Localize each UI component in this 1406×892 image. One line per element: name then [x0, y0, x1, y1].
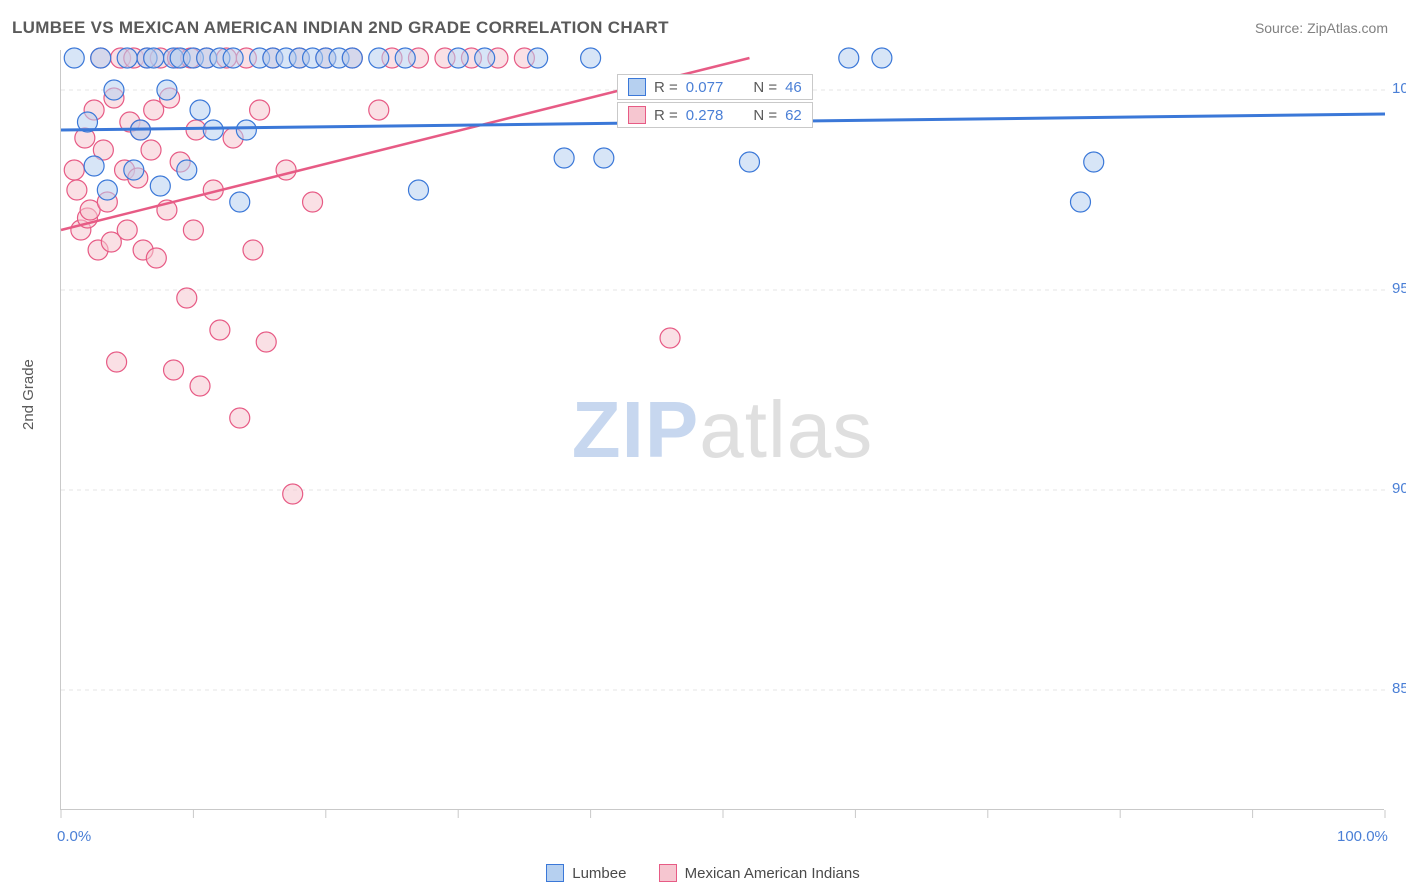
stat-n-value: 62 — [785, 107, 802, 124]
source-attribution: Source: ZipAtlas.com — [1255, 20, 1388, 36]
stat-r-label: R = — [654, 79, 678, 96]
stat-swatch — [628, 106, 646, 124]
stat-n-label: N = — [753, 79, 777, 96]
legend-bottom: Lumbee Mexican American Indians — [0, 864, 1406, 886]
x-tick-label: 100.0% — [1337, 828, 1388, 845]
chart-container: LUMBEE VS MEXICAN AMERICAN INDIAN 2ND GR… — [0, 0, 1406, 892]
title-bar: LUMBEE VS MEXICAN AMERICAN INDIAN 2ND GR… — [12, 18, 1394, 46]
y-tick-label: 95.0% — [1392, 280, 1406, 297]
y-tick-label: 90.0% — [1392, 480, 1406, 497]
plot-area: ZIPatlas 85.0%90.0%95.0%100.0%0.0%100.0%… — [60, 50, 1384, 810]
y-tick-label: 85.0% — [1392, 680, 1406, 697]
y-axis-label: 2nd Grade — [20, 359, 37, 430]
chart-title: LUMBEE VS MEXICAN AMERICAN INDIAN 2ND GR… — [12, 18, 669, 37]
stat-r-value: 0.077 — [686, 79, 724, 96]
stat-r-label: R = — [654, 107, 678, 124]
stat-r-value: 0.278 — [686, 107, 724, 124]
source-prefix: Source: — [1255, 20, 1307, 36]
stat-box-mexican: R = 0.278 N = 62 — [617, 102, 813, 128]
stat-swatch — [628, 78, 646, 96]
plot-frame: ZIPatlas 85.0%90.0%95.0%100.0%0.0%100.0%… — [60, 50, 1384, 810]
stat-box-lumbee: R = 0.077 N = 46 — [617, 74, 813, 100]
plot-svg — [61, 50, 1385, 810]
legend-label-lumbee: Lumbee — [572, 865, 626, 882]
legend-swatch-lumbee — [546, 864, 564, 882]
legend-item-mexican: Mexican American Indians — [659, 864, 860, 882]
stat-n-label: N = — [753, 107, 777, 124]
y-tick-label: 100.0% — [1392, 80, 1406, 97]
x-tick-label: 0.0% — [57, 828, 91, 845]
legend-label-mexican: Mexican American Indians — [685, 865, 860, 882]
stat-n-value: 46 — [785, 79, 802, 96]
source-name: ZipAtlas.com — [1307, 20, 1388, 36]
legend-item-lumbee: Lumbee — [546, 864, 626, 882]
legend-swatch-mexican — [659, 864, 677, 882]
